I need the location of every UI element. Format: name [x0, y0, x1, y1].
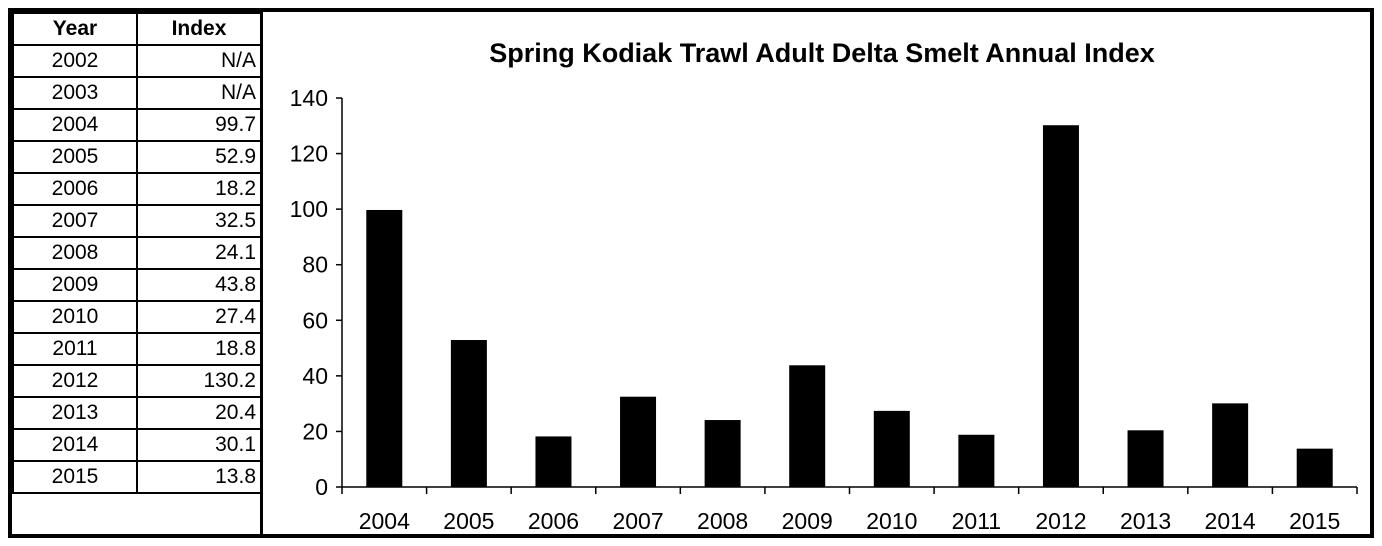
x-tick-label: 2007	[612, 508, 663, 534]
index-cell: 24.1	[136, 236, 262, 270]
year-cell: 2010	[12, 300, 138, 334]
table-row: 2014 30.1	[12, 428, 262, 462]
index-cell: N/A	[136, 44, 262, 78]
y-tick-label: 100	[290, 196, 328, 222]
x-tick-label: 2005	[443, 508, 494, 534]
chart-title: Spring Kodiak Trawl Adult Delta Smelt An…	[489, 38, 1155, 68]
bar-2013	[1127, 430, 1164, 487]
year-cell: 2013	[12, 396, 138, 430]
year-cell: 2015	[12, 460, 138, 494]
y-tick-label: 60	[302, 307, 328, 333]
x-axis: 2004 2005 2006 2007 2008 2009 2010 2011 2012 2013…	[341, 486, 1358, 534]
x-tick-label: 2009	[782, 508, 833, 534]
index-cell: 18.2	[136, 172, 262, 206]
bar-2005	[450, 340, 487, 487]
bar-2014	[1212, 403, 1249, 487]
y-tick-label: 140	[290, 85, 328, 111]
index-column-header: Index	[136, 12, 262, 46]
index-cell: N/A	[136, 76, 262, 110]
year-cell: 2004	[12, 108, 138, 142]
table-row: 2003 N/A	[12, 76, 262, 110]
bar-2011	[958, 434, 995, 487]
bars-group	[366, 125, 1333, 487]
bar-2007	[620, 396, 657, 487]
x-tick-label: 2010	[866, 508, 917, 534]
bar-2006	[535, 436, 572, 487]
y-tick-label: 0	[315, 474, 328, 500]
y-tick-label: 80	[302, 252, 328, 278]
x-tick-label: 2004	[359, 508, 410, 534]
year-cell: 2011	[12, 332, 138, 366]
index-cell: 130.2	[136, 364, 262, 398]
table-row: 2008 24.1	[12, 236, 262, 270]
index-cell: 13.8	[136, 460, 262, 494]
year-cell: 2012	[12, 364, 138, 398]
bar-2008	[704, 420, 741, 487]
table-row: 2013 20.4	[12, 396, 262, 430]
year-column-header: Year	[12, 12, 138, 46]
table-row: 2004 99.7	[12, 108, 262, 142]
year-cell: 2009	[12, 268, 138, 302]
bar-chart: Spring Kodiak Trawl Adult Delta Smelt An…	[290, 38, 1358, 534]
table-row: 2002 N/A	[12, 44, 262, 78]
year-cell: 2014	[12, 428, 138, 462]
x-tick-label: 2008	[697, 508, 748, 534]
bar-2004	[366, 209, 403, 487]
table-row: 2011 18.8	[12, 332, 262, 366]
index-cell: 52.9	[136, 140, 262, 174]
table-row: 2010 27.4	[12, 300, 262, 334]
bar-2010	[873, 410, 910, 487]
index-cell: 43.8	[136, 268, 262, 302]
year-cell: 2005	[12, 140, 138, 174]
year-cell: 2008	[12, 236, 138, 270]
year-cell: 2006	[12, 172, 138, 206]
index-cell: 27.4	[136, 300, 262, 334]
index-cell: 32.5	[136, 204, 262, 238]
y-axis: 0 20 40 60 80 100 120 140	[290, 85, 343, 500]
bar-2009	[789, 365, 826, 487]
index-cell: 99.7	[136, 108, 262, 142]
table-row: 2012 130.2	[12, 364, 262, 398]
y-tick-label: 20	[302, 418, 328, 444]
x-tick-label: 2012	[1035, 508, 1086, 534]
x-tick-label: 2011	[952, 508, 1001, 534]
table-row: 2005 52.9	[12, 140, 262, 174]
table-chart-divider	[260, 8, 263, 538]
y-tick-label: 40	[302, 363, 328, 389]
x-tick-label: 2013	[1120, 508, 1171, 534]
bar-2015	[1296, 448, 1333, 487]
year-cell: 2002	[12, 44, 138, 78]
year-cell: 2003	[12, 76, 138, 110]
table-row: 2007 32.5	[12, 204, 262, 238]
index-cell: 30.1	[136, 428, 262, 462]
x-tick-label: 2006	[528, 508, 579, 534]
table-row: 2006 18.2	[12, 172, 262, 206]
x-tick-label: 2014	[1205, 508, 1256, 534]
table-header-row: Year Index	[12, 12, 262, 46]
bar-2012	[1042, 125, 1079, 487]
table-row: 2015 13.8	[12, 460, 262, 494]
index-cell: 20.4	[136, 396, 262, 430]
y-tick-label: 120	[290, 141, 328, 167]
index-cell: 18.8	[136, 332, 262, 366]
x-tick-label: 2015	[1289, 508, 1340, 534]
table-row: 2009 43.8	[12, 268, 262, 302]
year-cell: 2007	[12, 204, 138, 238]
index-table: Year Index 2002 N/A 2003 N/A 2004 99.7 2005 52.…	[12, 12, 262, 494]
